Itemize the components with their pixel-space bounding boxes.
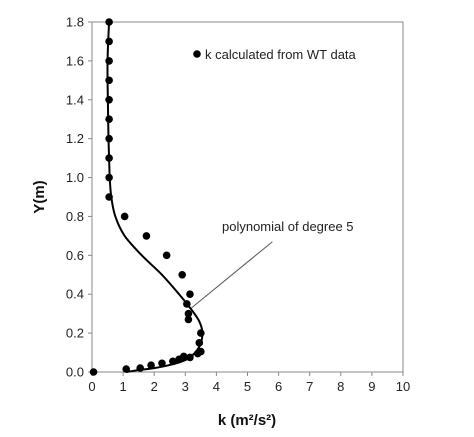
data-point bbox=[162, 251, 171, 260]
data-point bbox=[186, 353, 194, 362]
x-tick-label: 9 bbox=[368, 379, 375, 394]
data-point bbox=[195, 339, 204, 347]
y-axis-ticks: 0.0 0.2 0.4 0.6 0.8 1.0 1.2 1.4 1.6 1.8 bbox=[66, 15, 92, 380]
y-tick-label: 0.4 bbox=[66, 287, 84, 302]
data-point bbox=[197, 329, 205, 337]
data-point bbox=[120, 212, 129, 221]
data-point bbox=[122, 365, 131, 373]
y-tick-label: 0.2 bbox=[66, 326, 84, 341]
data-point bbox=[136, 364, 145, 372]
data-point bbox=[105, 57, 113, 65]
x-axis-ticks: 0 1 2 3 4 5 6 7 8 9 10 bbox=[88, 372, 410, 394]
x-tick-label: 3 bbox=[182, 379, 189, 394]
y-tick-label: 1.2 bbox=[66, 131, 84, 146]
data-point bbox=[105, 154, 113, 162]
data-point bbox=[186, 290, 194, 299]
y-tick-label: 1.8 bbox=[66, 15, 84, 30]
data-point bbox=[184, 309, 193, 318]
x-axis-label: k (m²/s²) bbox=[218, 412, 276, 429]
annotation-leader-line bbox=[191, 241, 273, 309]
data-point bbox=[142, 232, 151, 240]
y-tick-label: 0.0 bbox=[66, 365, 84, 380]
x-tick-label: 2 bbox=[151, 379, 158, 394]
data-point bbox=[179, 352, 188, 361]
data-point bbox=[105, 134, 113, 143]
series-layer bbox=[89, 18, 205, 376]
data-point bbox=[105, 95, 113, 104]
x-tick-label: 1 bbox=[119, 379, 126, 394]
data-point bbox=[105, 193, 113, 201]
x-tick-label: 0 bbox=[88, 379, 95, 394]
plot-frame bbox=[91, 21, 404, 373]
y-tick-label: 1.0 bbox=[66, 170, 84, 185]
data-point bbox=[105, 115, 113, 124]
data-point bbox=[89, 368, 98, 376]
data-point bbox=[169, 357, 177, 366]
data-point bbox=[147, 361, 155, 369]
annotation-label: polynomial of degree 5 bbox=[222, 219, 354, 234]
x-tick-label: 4 bbox=[213, 379, 220, 394]
data-point bbox=[105, 76, 113, 85]
data-point bbox=[183, 300, 191, 308]
data-point bbox=[105, 37, 113, 46]
y-axis-label: Y(m) bbox=[31, 180, 48, 213]
x-tick-label: 5 bbox=[244, 379, 251, 394]
data-point bbox=[184, 315, 193, 324]
data-point bbox=[158, 359, 166, 368]
y-tick-label: 1.6 bbox=[66, 53, 84, 68]
legend: k calculated from WT data bbox=[193, 47, 357, 62]
x-tick-label: 6 bbox=[275, 379, 282, 394]
annotation-layer: polynomial of degree 5 bbox=[191, 219, 354, 309]
y-tick-label: 0.6 bbox=[66, 248, 84, 263]
data-point bbox=[178, 270, 186, 279]
data-point bbox=[197, 347, 205, 356]
data-point bbox=[105, 18, 113, 26]
y-tick-label: 1.4 bbox=[66, 92, 84, 107]
legend-marker bbox=[193, 50, 201, 58]
legend-label: k calculated from WT data bbox=[205, 47, 357, 62]
data-point bbox=[105, 173, 113, 182]
x-tick-label: 7 bbox=[306, 379, 313, 394]
y-tick-label: 0.8 bbox=[66, 209, 84, 224]
x-tick-label: 8 bbox=[337, 379, 344, 394]
x-tick-label: 10 bbox=[396, 379, 410, 394]
